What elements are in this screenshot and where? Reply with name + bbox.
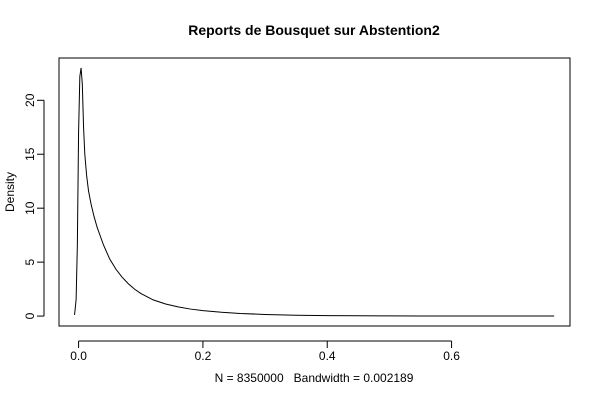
x-tick-label: 0.2 [195,349,212,363]
y-tick-label: 15 [23,147,37,161]
x-axis: 0.0 0.2 0.4 0.6 [70,340,460,363]
y-tick-label: 10 [23,201,37,215]
plot-frame [58,57,571,327]
density-curve [74,67,555,317]
y-axis-label: Density [3,172,17,212]
x-tick-label: 0.6 [443,349,460,363]
y-tick-label: 5 [23,258,37,265]
x-tick-label: 0.4 [319,349,336,363]
y-axis: 0 5 10 15 20 [23,93,45,319]
x-tick-label: 0.0 [70,349,87,363]
x-axis-label: N = 8350000 Bandwidth = 0.002189 [215,371,414,385]
y-tick-label: 20 [23,93,37,107]
y-tick-label: 0 [23,312,37,319]
chart-title: Reports de Bousquet sur Abstention2 [188,22,440,38]
